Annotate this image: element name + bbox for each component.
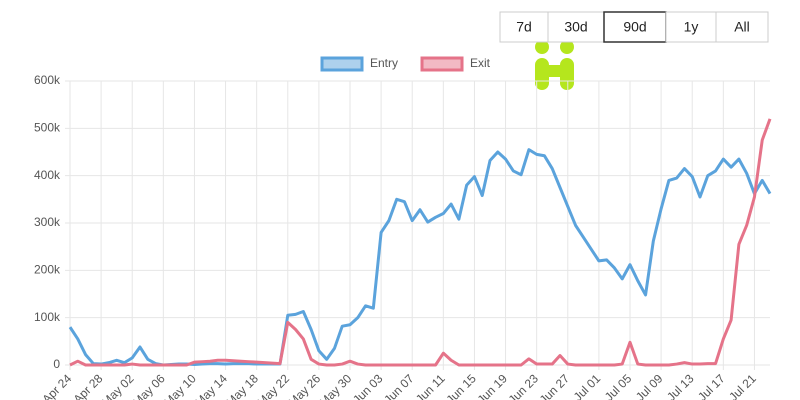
x-tick-label: Jun 27 <box>537 371 573 400</box>
x-tick-label: May 18 <box>223 371 261 400</box>
x-tick-label: May 30 <box>317 371 355 400</box>
x-tick-label: Jun 19 <box>475 371 511 400</box>
range-button[interactable]: 90d <box>603 11 667 43</box>
range-button[interactable]: 1y <box>665 11 717 43</box>
x-tick-label: Jul 05 <box>602 371 635 400</box>
range-button[interactable]: All <box>715 11 769 43</box>
button-label: All <box>734 19 750 35</box>
button-box <box>547 11 605 43</box>
button-label: 30d <box>564 19 587 35</box>
line-series <box>68 148 772 367</box>
x-tick-label: May 06 <box>130 371 168 400</box>
x-tick-label: May 26 <box>286 371 324 400</box>
x-tick-label: Jul 09 <box>633 371 666 400</box>
button-label: 7d <box>516 19 532 35</box>
range-button[interactable]: 30d <box>547 11 605 43</box>
x-tick-label: Jul 21 <box>726 371 759 400</box>
legend-label: Exit <box>470 56 491 70</box>
button-label: 1y <box>684 19 699 35</box>
x-tick-label: Jul 01 <box>571 371 604 400</box>
x-tick-label: May 22 <box>254 371 292 400</box>
line-series <box>69 118 772 367</box>
range-button[interactable]: 7d <box>499 11 549 43</box>
x-tick-label: Jul 17 <box>695 371 728 400</box>
legend-swatch <box>420 56 464 72</box>
y-tick-label: 500k <box>34 121 61 135</box>
x-tick-label: Apr 24 <box>39 371 74 400</box>
x-tick-label: Jun 23 <box>506 371 542 400</box>
x-tick-label: Jun 11 <box>413 371 448 400</box>
x-tick-label: May 14 <box>192 371 230 400</box>
y-tick-label: 400k <box>34 168 61 182</box>
x-tick-label: May 10 <box>161 371 199 400</box>
legend-swatch <box>320 56 364 72</box>
y-tick-label: 600k <box>34 73 61 87</box>
x-tick-label: Jun 07 <box>381 371 417 400</box>
button-label: 90d <box>623 19 646 35</box>
y-tick-label: 100k <box>34 310 61 324</box>
x-tick-label: Jun 15 <box>443 371 479 400</box>
x-tick-label: Apr 28 <box>71 371 106 400</box>
x-tick-label: Jun 03 <box>350 371 386 400</box>
x-tick-label: Jul 13 <box>664 371 697 400</box>
button-box <box>499 11 549 43</box>
legend-label: Entry <box>370 56 398 70</box>
y-tick-label: 200k <box>34 263 61 277</box>
brand-logo <box>535 40 574 90</box>
y-tick-label: 0 <box>53 357 60 371</box>
x-tick-label: May 02 <box>99 371 137 400</box>
y-tick-label: 300k <box>34 215 61 229</box>
button-box <box>603 11 667 43</box>
button-box <box>715 11 769 43</box>
